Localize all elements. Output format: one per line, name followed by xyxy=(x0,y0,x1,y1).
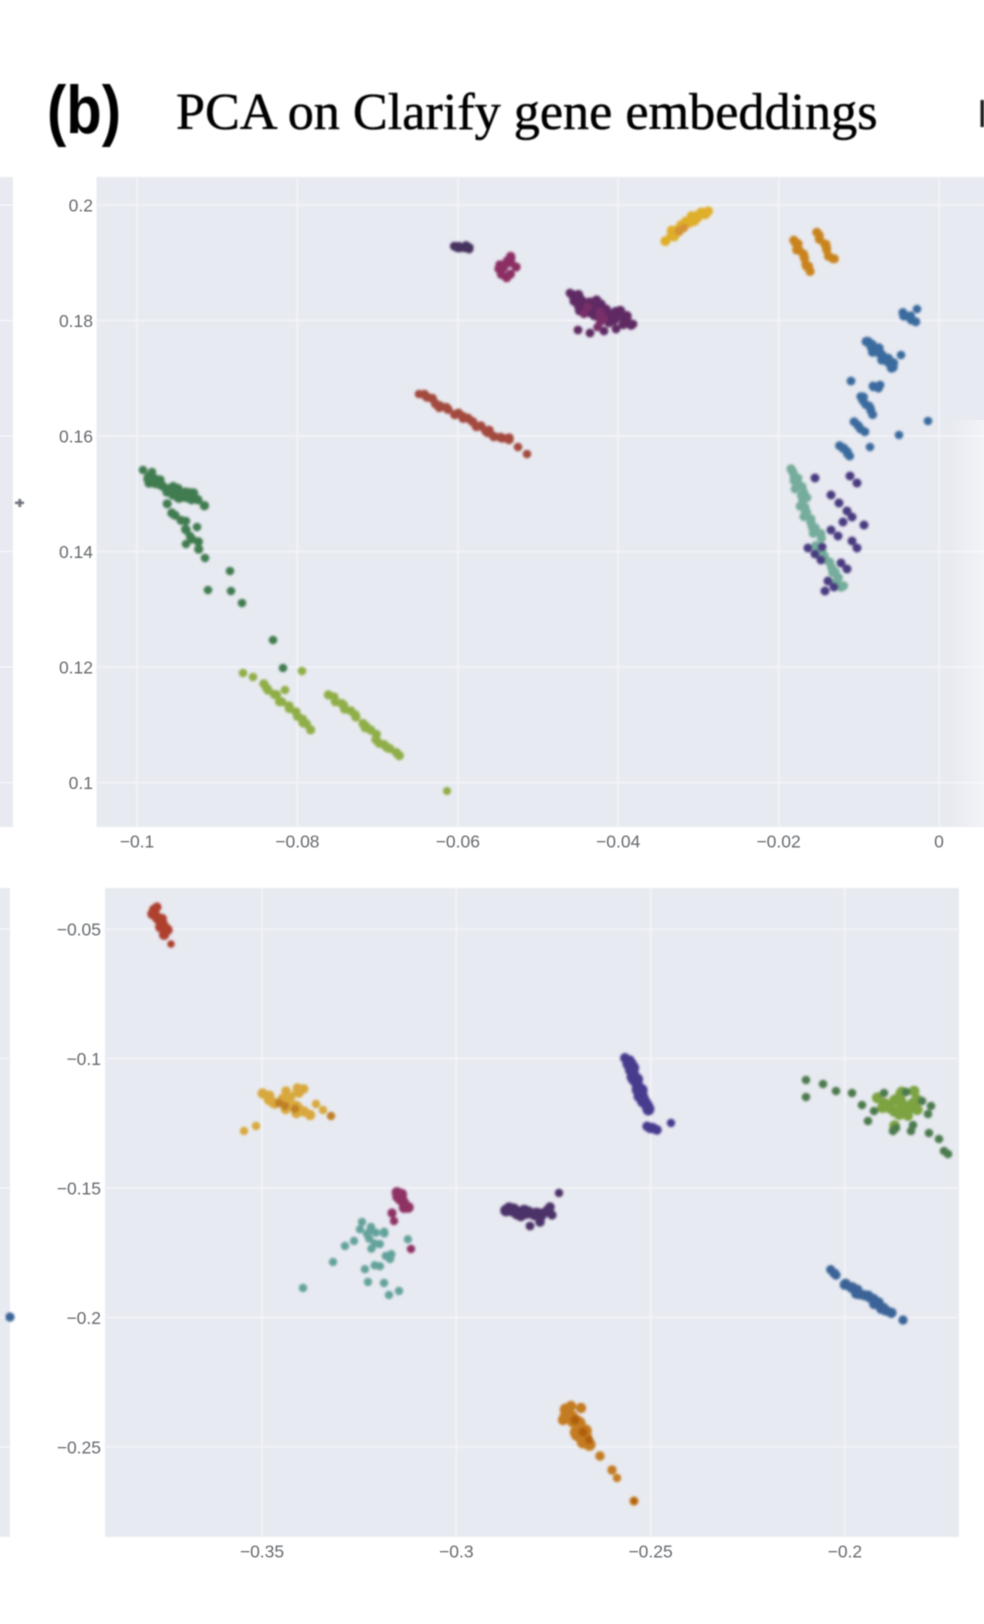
svg-text:−0.1: −0.1 xyxy=(120,832,155,852)
svg-text:−0.1: −0.1 xyxy=(66,1049,101,1069)
svg-text:−0.08: −0.08 xyxy=(275,832,319,852)
svg-text:−0.35: −0.35 xyxy=(240,1542,284,1562)
svg-text:−0.3: −0.3 xyxy=(439,1542,474,1562)
svg-text:−0.25: −0.25 xyxy=(57,1437,101,1457)
svg-text:0.1: 0.1 xyxy=(69,773,93,793)
svg-text:−0.05: −0.05 xyxy=(57,919,101,939)
svg-text:0.18: 0.18 xyxy=(59,311,93,331)
svg-text:0.12: 0.12 xyxy=(59,657,93,677)
svg-text:−0.15: −0.15 xyxy=(57,1178,101,1198)
svg-text:0.14: 0.14 xyxy=(59,542,93,562)
svg-text:0: 0 xyxy=(934,832,944,852)
svg-text:−0.2: −0.2 xyxy=(828,1542,863,1562)
svg-text:−0.06: −0.06 xyxy=(436,832,480,852)
svg-text:−0.2: −0.2 xyxy=(66,1308,101,1328)
svg-text:0.16: 0.16 xyxy=(59,426,93,446)
svg-text:(b): (b) xyxy=(47,73,121,148)
svg-text:PCA on Clarify gene embeddings: PCA on Clarify gene embeddings xyxy=(176,83,878,141)
svg-text:−0.02: −0.02 xyxy=(756,832,800,852)
svg-text:0.2: 0.2 xyxy=(69,195,93,215)
svg-text:−0.04: −0.04 xyxy=(596,832,641,852)
svg-text:−0.25: −0.25 xyxy=(628,1542,672,1562)
